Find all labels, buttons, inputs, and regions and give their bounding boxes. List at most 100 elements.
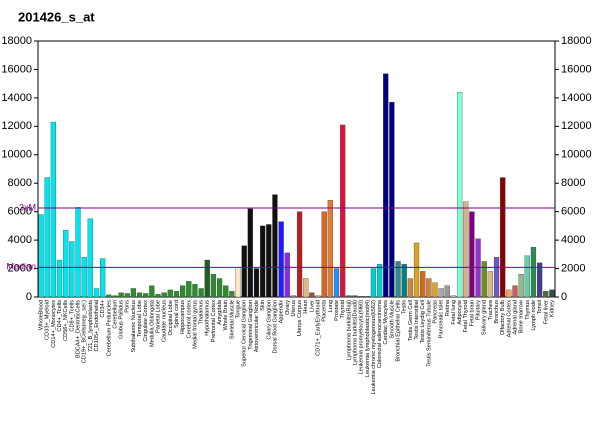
x-tick-label: CD56+_NKCells	[63, 300, 69, 341]
bar	[327, 200, 333, 298]
x-tick-label: Fetal liver	[543, 300, 549, 324]
x-tick-label: Fetal brain	[469, 300, 475, 326]
bar	[407, 278, 413, 298]
y2-tick-label: 0	[561, 291, 567, 303]
bar	[456, 92, 463, 298]
x-tick-label: Olfactory Bulb	[500, 300, 506, 335]
bar	[358, 296, 364, 298]
x-tick-label: Testis Germ Cell	[408, 300, 414, 341]
bar	[420, 271, 426, 298]
x-tick-label: Lymph node	[531, 300, 537, 331]
bar	[543, 291, 549, 298]
bar	[370, 268, 377, 298]
x-tick-label: Medulla Oblongata	[149, 299, 155, 347]
x-tick-label: Pancreas	[432, 300, 438, 324]
bar	[247, 208, 253, 298]
x-tick-label: Bronchus	[494, 300, 500, 324]
bar	[493, 257, 500, 298]
y-tick-label: 6000	[8, 206, 32, 218]
x-tick-label: CD14+_Monocytes	[51, 300, 57, 348]
x-tick-label: Medial frontal gyrus	[192, 300, 198, 349]
x-tick-label: Parietal Lobe	[156, 300, 162, 333]
y-tick-label: 2000	[8, 262, 32, 274]
x-tick-label: Cerebral cortex	[186, 300, 192, 338]
x-tick-label: CD71+_EarlyErythroid	[316, 300, 322, 356]
bar	[469, 211, 475, 298]
reference-label: 3xM	[19, 202, 36, 212]
bar	[75, 207, 81, 298]
bar	[106, 294, 112, 298]
bar	[340, 124, 346, 298]
x-tick-label: Fetal Thyroid	[463, 300, 469, 333]
x-tick-label: BDCA4+_DentriticCells	[75, 300, 81, 358]
bar	[272, 194, 278, 298]
x-tick-label: Fetal lung	[451, 300, 457, 325]
chart-title: 201426_s_at	[18, 9, 95, 24]
y2-tick-label: 8000	[561, 177, 585, 189]
bar	[401, 264, 407, 298]
x-tick-label: Prostate	[334, 300, 340, 321]
x-tick-label: Globus Pallidus	[119, 300, 125, 339]
x-tick-label: Leukemia chronic myelogenous(k562)	[371, 300, 377, 395]
x-tick-label: Colorectal adenocarcinoma	[377, 299, 383, 368]
x-tick-label: Tonsil	[537, 300, 543, 314]
x-tick-label: Thalamus	[199, 300, 205, 325]
x-tick-label: Atrioventricular Node	[254, 300, 260, 352]
y-tick-label: 14000	[1, 92, 32, 104]
bar	[278, 221, 284, 298]
bar	[216, 278, 223, 298]
y2-tick-label: 14000	[561, 92, 592, 104]
x-tick-label: Bone marrow	[519, 299, 525, 333]
x-tick-label: Leukemia promyelocytic(hl60)	[359, 300, 365, 374]
bar	[321, 211, 327, 298]
bar	[450, 295, 457, 298]
bar	[241, 245, 247, 298]
x-tick-label: Testis Seminiferous Tubule	[426, 300, 432, 367]
x-tick-label: Ovary	[285, 300, 291, 315]
bar	[524, 255, 530, 298]
bar	[198, 288, 204, 298]
x-tick-label: Ciliary Ganglion	[266, 300, 272, 339]
bar	[500, 177, 506, 298]
bar	[290, 295, 297, 298]
bar	[284, 252, 290, 298]
bar	[136, 292, 143, 298]
x-tick-label: Skin	[260, 300, 266, 311]
y-tick-label: 18000	[1, 35, 32, 47]
bar	[93, 288, 100, 298]
bar	[346, 295, 352, 298]
x-tick-label: CD4+_Tcells	[57, 300, 63, 332]
bar	[315, 295, 321, 298]
bar	[296, 211, 303, 298]
bar	[333, 268, 340, 298]
bar	[487, 271, 493, 298]
x-tick-label: Amygdala	[217, 299, 223, 325]
x-tick-label: Hippocampus	[180, 300, 186, 334]
x-tick-label: Cardiac Myocytes	[383, 300, 389, 345]
bar	[210, 274, 217, 298]
bar	[130, 288, 137, 298]
y-tick-label: 16000	[1, 63, 32, 75]
x-tick-label: CD33+_Myeloid	[45, 300, 51, 340]
x-tick-label: Thymus	[525, 300, 531, 320]
x-tick-label: CD8+_Tcells	[69, 300, 75, 332]
x-tick-label: Adipocyte	[457, 300, 463, 325]
bar	[229, 291, 235, 298]
x-tick-label: Smooth Muscle	[389, 300, 395, 339]
y2-tick-label: 10000	[561, 149, 592, 161]
bar	[438, 288, 444, 298]
x-tick-label: Pancreatic Islet	[439, 300, 445, 339]
x-tick-label: WholeBlood	[39, 300, 45, 330]
bar	[235, 266, 241, 298]
x-tick-label: Cerebellum Peduncles	[106, 300, 112, 356]
y-tick-label: 4000	[8, 234, 32, 246]
bar	[192, 284, 198, 298]
bar	[352, 295, 358, 298]
bar	[444, 285, 450, 298]
bar	[383, 73, 389, 298]
x-tick-label: Trigeminal Ganglion	[248, 300, 254, 350]
x-tick-label: Retina	[445, 299, 451, 316]
y-tick-label: 12000	[1, 120, 32, 132]
x-tick-label: Thyroid	[340, 300, 346, 319]
